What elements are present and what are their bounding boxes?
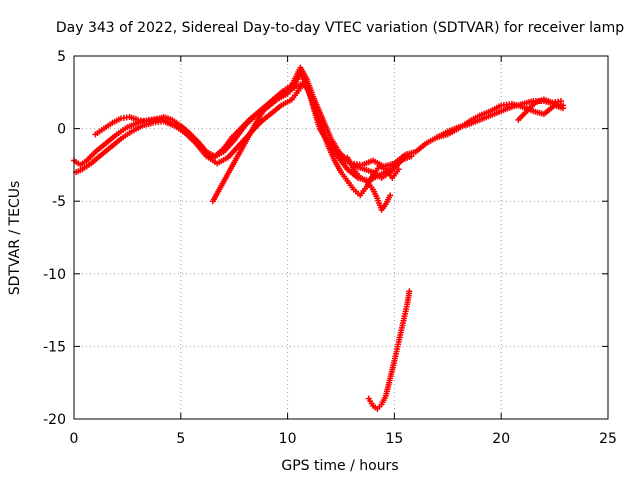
data-point <box>404 151 411 158</box>
data-point <box>408 153 415 160</box>
plot-frame <box>73 55 609 420</box>
data-point <box>395 166 402 173</box>
series-track-d <box>209 80 402 205</box>
data-point <box>387 192 394 199</box>
data-points <box>71 64 567 412</box>
y-tick-label: 5 <box>57 49 66 65</box>
y-tick-label: -5 <box>52 194 66 210</box>
x-axis-label: GPS time / hours <box>281 458 398 474</box>
axis-ticks: 0 5 10 15 20 25 -20 -15 -10 -5 0 5 <box>43 49 617 447</box>
x-tick-label: 20 <box>492 431 510 447</box>
series-track-g <box>515 96 565 123</box>
x-tick-label: 15 <box>385 431 403 447</box>
y-tick-label: -10 <box>43 267 66 283</box>
y-tick-label: -20 <box>43 412 66 428</box>
series-track-h <box>365 288 413 412</box>
x-tick-label: 0 <box>70 431 79 447</box>
x-tick-label: 10 <box>279 431 297 447</box>
series-track-e <box>344 154 394 213</box>
grid <box>74 56 608 419</box>
series-track-f <box>434 100 567 141</box>
y-tick-label: -15 <box>43 339 66 355</box>
chart-title: Day 343 of 2022, Sidereal Day-to-day VTE… <box>56 20 624 36</box>
data-point <box>560 105 567 112</box>
x-tick-label: 5 <box>176 431 185 447</box>
x-tick-label: 25 <box>599 431 617 447</box>
y-axis-label: SDTVAR / TECUs <box>7 181 23 296</box>
data-point <box>406 288 413 295</box>
data-point <box>558 98 565 105</box>
y-tick-label: 0 <box>57 122 66 138</box>
